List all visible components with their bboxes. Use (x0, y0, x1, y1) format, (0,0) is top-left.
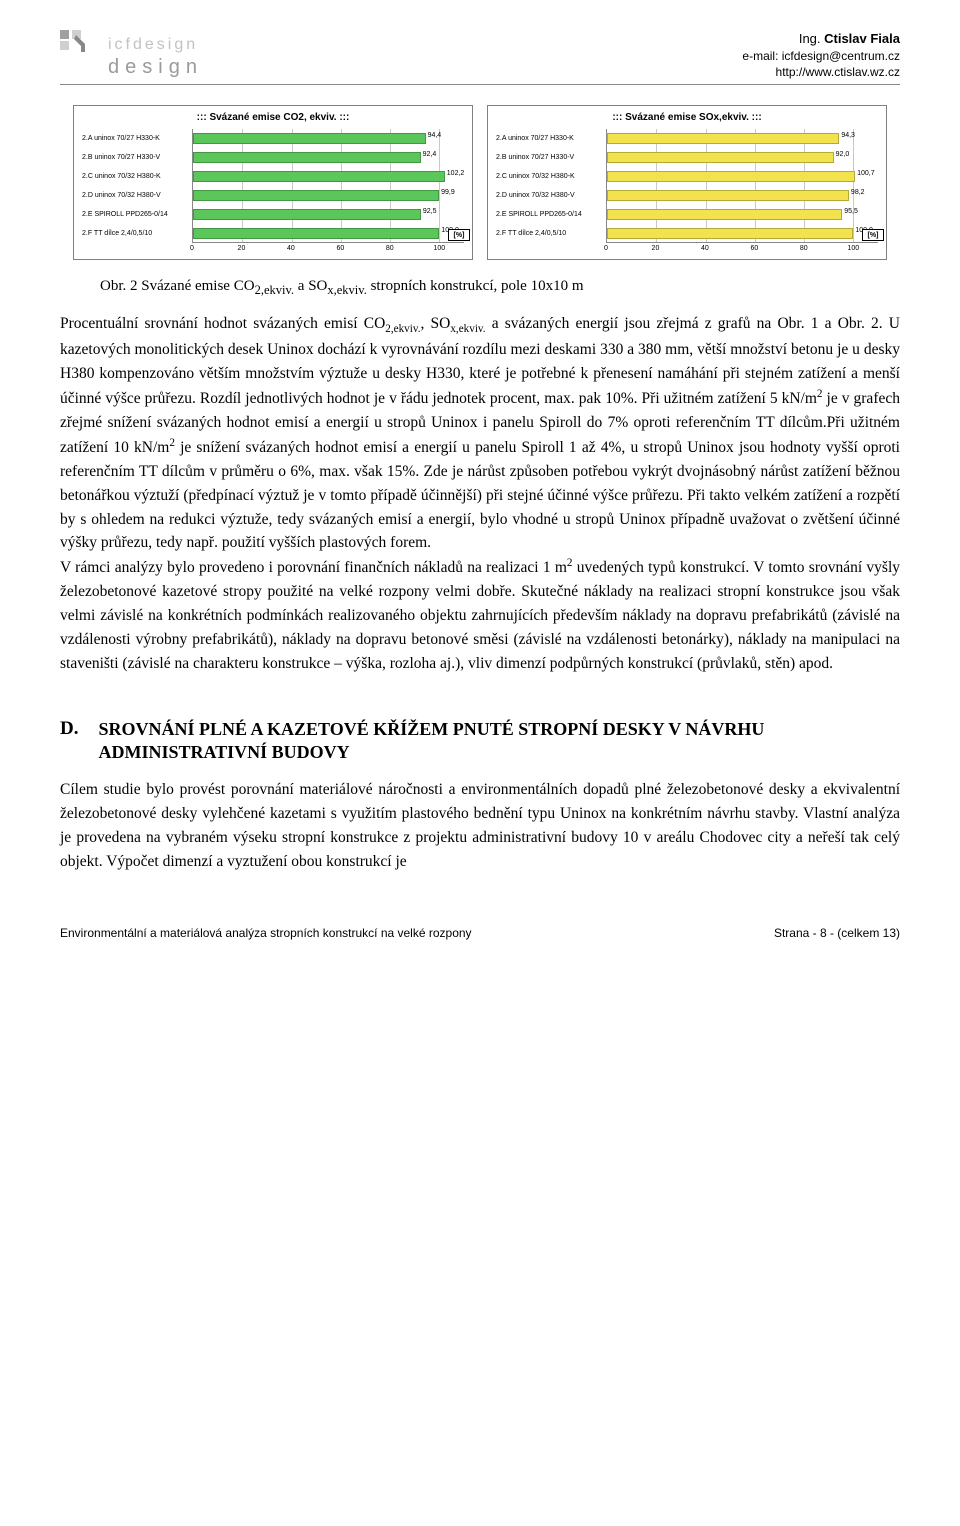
paragraph-3: Cílem studie bylo provést porovnání mate… (60, 778, 900, 873)
bar-value: 92,4 (423, 151, 437, 158)
caption-prefix: Obr. 2 (100, 278, 138, 294)
x-tick: 80 (800, 245, 808, 252)
chart-bar: 95,5 (607, 209, 842, 220)
x-tick: 0 (190, 245, 194, 252)
bar-value: 100,7 (857, 170, 875, 177)
header-contact: Ing. Ctislav Fiala e-mail: icfdesign@cen… (742, 30, 900, 80)
footer-left: Environmentální a materiálová analýza st… (60, 926, 472, 940)
x-tick: 20 (238, 245, 246, 252)
email-label: e-mail: (742, 49, 781, 63)
category-label: 2.A uninox 70/27 H330-K (82, 129, 192, 148)
x-tick: 40 (287, 245, 295, 252)
category-label: 2.C uninox 70/32 H380-K (496, 167, 606, 186)
page: icfdesign design Ing. Ctislav Fiala e-ma… (0, 0, 960, 970)
chart-bar: 98,2 (607, 190, 849, 201)
bar-value: 94,4 (428, 132, 442, 139)
chart-bar: 94,4 (193, 133, 426, 144)
chart-bar: 92,5 (193, 209, 421, 220)
bar-value: 102,2 (447, 170, 465, 177)
x-tick: 100 (433, 245, 445, 252)
p1-t0: Procentuální srovnání hodnot svázaných e… (60, 315, 385, 332)
category-label: 2.E SPIROLL PPD265-0/14 (82, 205, 192, 224)
chart-title: ::: Svázané emise CO2, ekviv. ::: (82, 112, 464, 123)
chart-title: ::: Svázané emise SOx,ekviv. ::: (496, 112, 878, 123)
caption-sub1: 2,ekviv. (255, 283, 294, 297)
x-tick: 60 (336, 245, 344, 252)
bar-value: 92,5 (423, 208, 437, 215)
chart-bar: 94,3 (607, 133, 839, 144)
p1-s1: x,ekviv. (450, 323, 485, 335)
p1-t1: , SO (420, 315, 450, 332)
caption-t0: Svázané emise CO (138, 278, 255, 294)
caption-sub2: x,ekviv. (327, 283, 366, 297)
p2-t0: V rámci analýzy bylo provedeno i porovná… (60, 559, 567, 576)
logo: icfdesign design (60, 30, 203, 79)
bar-value: 94,3 (841, 132, 855, 139)
page-header: icfdesign design Ing. Ctislav Fiala e-ma… (60, 30, 900, 85)
chart-co2: ::: Svázané emise CO2, ekviv. :::2.A uni… (73, 105, 473, 260)
x-tick: 20 (652, 245, 660, 252)
x-tick: 40 (701, 245, 709, 252)
name-prefix: Ing. (799, 31, 824, 46)
bar-value: 92,0 (836, 151, 850, 158)
x-tick: 80 (386, 245, 394, 252)
category-label: 2.D uninox 70/32 H380-V (82, 186, 192, 205)
category-label: 2.B uninox 70/27 H330-V (496, 148, 606, 167)
section-letter: D. (60, 718, 78, 765)
logo-text-bottom: design (108, 56, 203, 79)
chart-sox: ::: Svázané emise SOx,ekviv. :::2.A unin… (487, 105, 887, 260)
caption-rest: stropních konstrukcí, pole 10x10 m (367, 278, 584, 294)
paragraph-1: Procentuální srovnání hodnot svázaných e… (60, 312, 900, 555)
category-label: 2.E SPIROLL PPD265-0/14 (496, 205, 606, 224)
category-label: 2.C uninox 70/32 H380-K (82, 167, 192, 186)
percent-label: [%] (448, 229, 470, 241)
bar-value: 99,9 (441, 189, 455, 196)
chart-bar: 99,9 (193, 190, 439, 201)
category-label: 2.D uninox 70/32 H380-V (496, 186, 606, 205)
charts-row: ::: Svázané emise CO2, ekviv. :::2.A uni… (60, 105, 900, 260)
x-axis: 0 20 40 60 80 100 (496, 245, 878, 255)
chart-bar: 92,4 (193, 152, 421, 163)
page-footer: Environmentální a materiálová analýza st… (60, 922, 900, 940)
footer-right: Strana - 8 - (celkem 13) (774, 926, 900, 940)
section-title: SROVNÁNÍ PLNÉ A KAZETOVÉ KŘÍŽEM PNUTÉ ST… (98, 718, 900, 765)
x-tick: 100 (847, 245, 859, 252)
figure-caption: Obr. 2 Svázané emise CO2,ekviv. a SOx,ek… (100, 278, 860, 298)
x-tick: 0 (604, 245, 608, 252)
chart-bar: 100,0 (607, 228, 853, 239)
x-axis: 0 20 40 60 80 100 (82, 245, 464, 255)
category-label: 2.F TT dílce 2,4/0,5/10 (496, 224, 606, 243)
chart-bar: 102,2 (193, 171, 445, 182)
email: icfdesign@centrum.cz (782, 49, 900, 63)
author-name: Ctislav Fiala (824, 31, 900, 46)
chart-bar: 100,7 (607, 171, 855, 182)
p1-s0: 2,ekviv. (385, 323, 420, 335)
logo-text-top: icfdesign (108, 36, 198, 54)
section-heading-d: D. SROVNÁNÍ PLNÉ A KAZETOVÉ KŘÍŽEM PNUTÉ… (60, 718, 900, 765)
logo-icon (60, 30, 102, 60)
x-tick: 60 (750, 245, 758, 252)
url: http://www.ctislav.wz.cz (742, 64, 900, 80)
bar-value: 95,5 (844, 208, 858, 215)
category-label: 2.B uninox 70/27 H330-V (82, 148, 192, 167)
paragraph-2: V rámci analýzy bylo provedeno i porovná… (60, 555, 900, 675)
chart-bar: 100,0 (193, 228, 439, 239)
p1-t4: je snížení svázaných hodnot emisí a ener… (60, 439, 900, 551)
chart-bar: 92,0 (607, 152, 834, 163)
category-label: 2.A uninox 70/27 H330-K (496, 129, 606, 148)
category-label: 2.F TT dílce 2,4/0,5/10 (82, 224, 192, 243)
percent-label: [%] (862, 229, 884, 241)
bar-value: 98,2 (851, 189, 865, 196)
caption-mid: a SO (294, 278, 327, 294)
